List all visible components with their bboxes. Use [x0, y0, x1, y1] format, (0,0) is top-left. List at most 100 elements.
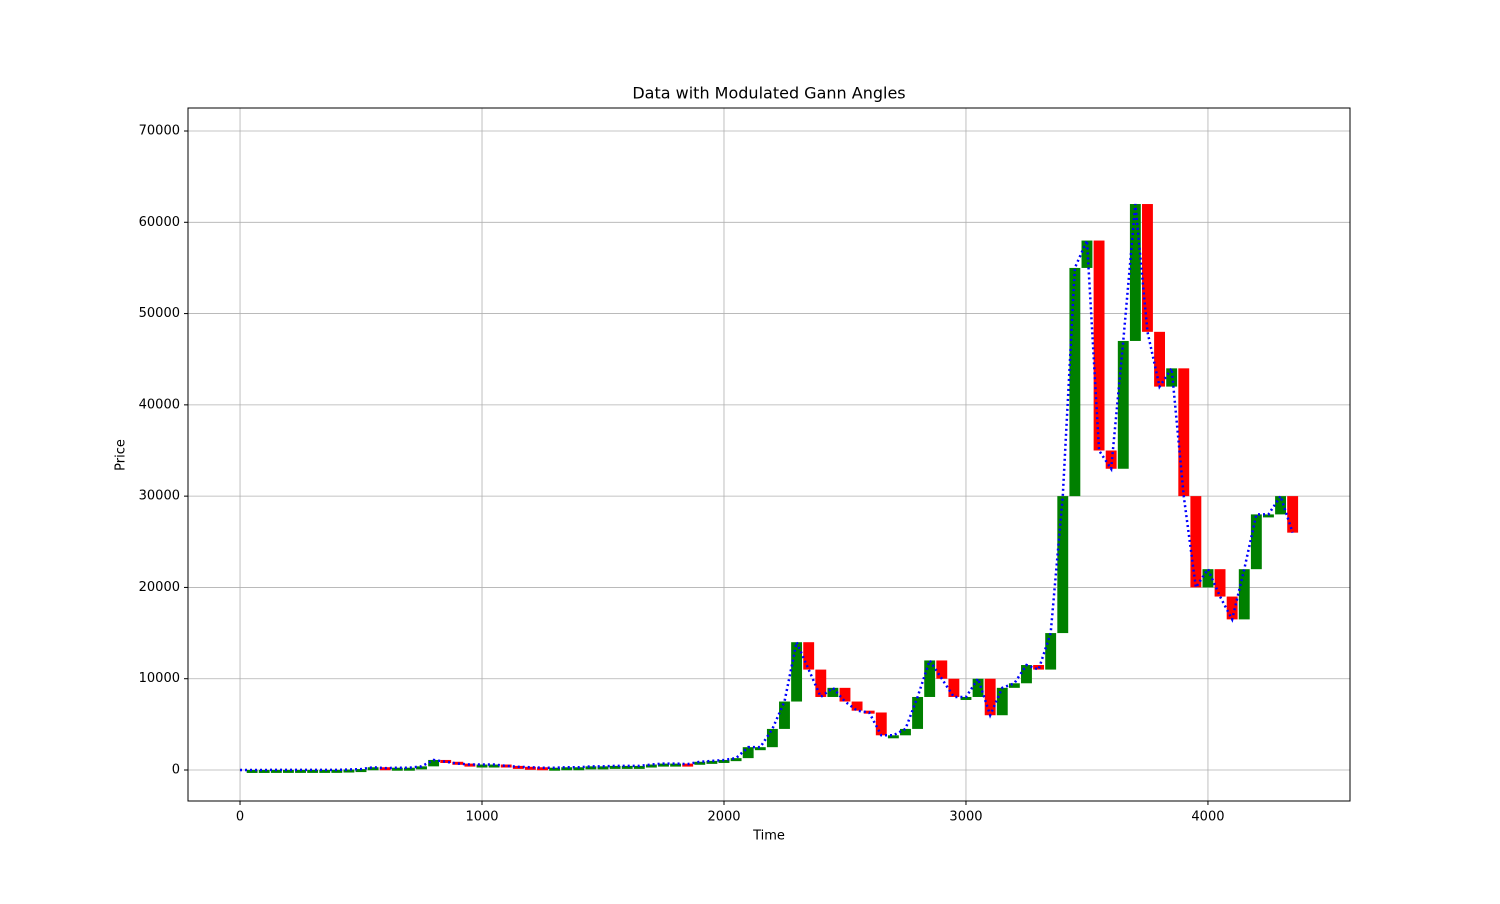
x-tick-label: 0: [236, 810, 244, 825]
candle: [875, 712, 887, 736]
candle: [996, 687, 1008, 716]
candle: [887, 735, 899, 739]
candle: [367, 767, 379, 771]
candle: [1057, 496, 1069, 634]
candle: [549, 767, 561, 771]
candle: [621, 765, 633, 769]
candle: [476, 764, 488, 768]
y-tick-label: 20000: [139, 580, 180, 595]
candle: [851, 701, 863, 711]
candle: [779, 701, 790, 729]
candle: [1178, 368, 1190, 497]
candle: [1142, 204, 1153, 332]
close-line: [240, 203, 1294, 772]
candle: [1250, 514, 1262, 570]
candle: [1129, 204, 1141, 341]
y-tick-label: 10000: [139, 671, 180, 686]
candle: [1021, 665, 1032, 684]
candle: [440, 759, 452, 763]
candle: [645, 764, 657, 768]
candle: [791, 642, 803, 702]
x-tick-label: 2000: [707, 810, 740, 825]
candle: [282, 769, 294, 773]
candle: [1117, 340, 1129, 469]
y-tick-label: 30000: [139, 489, 180, 504]
candle: [1093, 240, 1105, 451]
candle: [524, 766, 536, 770]
x-tick-label: 1000: [465, 810, 498, 825]
candle: [1226, 596, 1238, 620]
candle: [343, 769, 355, 773]
candle: [1008, 683, 1020, 688]
chart-title: Data with Modulated Gann Angles: [632, 84, 905, 103]
x-axis-label: Time: [752, 829, 785, 844]
candle: [1154, 331, 1166, 387]
y-tick-label: 0: [172, 762, 180, 777]
candle: [246, 769, 258, 773]
candle: [803, 642, 815, 670]
candle: [1238, 569, 1250, 620]
candle: [1275, 496, 1286, 515]
candle: [428, 759, 440, 767]
candle: [633, 765, 645, 769]
candle: [307, 769, 319, 773]
candle: [597, 766, 609, 770]
candle: [972, 678, 984, 697]
y-tick-label: 60000: [139, 215, 180, 230]
y-tick-label: 50000: [139, 306, 180, 321]
candle: [948, 678, 960, 697]
candle: [706, 760, 718, 764]
candle: [984, 678, 996, 716]
candle: [694, 761, 706, 765]
candle: [295, 769, 306, 773]
candle: [500, 764, 512, 768]
candle: [1214, 569, 1226, 597]
x-tick-label: 4000: [1191, 810, 1224, 825]
candle: [766, 728, 778, 748]
plot-frame: [187, 107, 1351, 802]
candle: [319, 769, 331, 773]
candle: [815, 669, 827, 697]
y-tick-label: 70000: [139, 124, 180, 139]
candle: [900, 728, 911, 736]
candle: [331, 769, 343, 773]
candle: [1190, 496, 1202, 588]
candle: [960, 696, 972, 700]
candle: [1263, 514, 1274, 518]
candle: [936, 660, 948, 679]
candle: [355, 769, 367, 773]
candle: [537, 767, 548, 771]
candle: [827, 687, 839, 697]
candle: [452, 761, 464, 765]
candle: [754, 747, 766, 751]
candle: [1045, 633, 1057, 670]
candle: [403, 767, 415, 771]
candle: [658, 763, 669, 767]
candle: [924, 660, 936, 697]
candle: [730, 758, 742, 762]
x-tick-label: 3000: [949, 810, 982, 825]
candle: [670, 763, 682, 767]
candle: [573, 767, 585, 771]
candle: [1287, 496, 1299, 533]
candle: [742, 747, 754, 759]
candle: [718, 759, 730, 763]
candle: [839, 687, 851, 702]
candle: [609, 765, 621, 769]
candle: [585, 766, 597, 770]
candle: [464, 763, 476, 767]
y-tick-label: 40000: [139, 397, 180, 412]
candle: [270, 769, 282, 773]
candle: [561, 767, 573, 771]
candle: [488, 764, 500, 768]
y-axis-label: Price: [114, 439, 129, 471]
candle: [258, 769, 270, 773]
candle: [1105, 450, 1117, 469]
candle: [912, 696, 924, 729]
candle: [1069, 267, 1081, 497]
candle: [416, 766, 427, 770]
candle: [391, 767, 403, 771]
candle: [1202, 569, 1214, 588]
